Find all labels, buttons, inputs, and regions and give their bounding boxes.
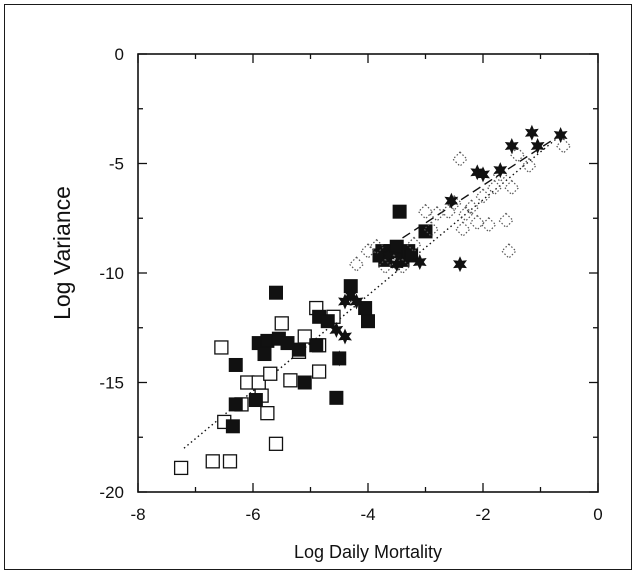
x-tick-label: -2 [475,505,490,524]
axes: -8 -6 -4 -2 00-5-10-15-20 [99,45,602,524]
dotted-diamond-point [457,206,474,222]
dotted-fit-line [183,132,564,449]
open-square-point [311,364,327,379]
star-point [444,192,459,209]
star-point [504,138,519,154]
star-point [493,162,508,179]
open-square-point [283,373,298,388]
dotted-diamond-point [463,199,480,216]
dotted-diamond-point [417,203,434,220]
dotted-diamond-point [503,179,520,196]
filled-square-point [372,248,387,263]
open-square-point [263,366,278,381]
star-point [381,247,396,264]
open-square-point [173,460,189,476]
plot-area [137,53,599,493]
dotted-diamond-point [475,188,491,205]
open-square-point [222,454,238,469]
filled-square-point [329,390,344,405]
dotted-diamond-point [368,238,385,255]
y-tick-label: 0 [115,45,124,64]
dotted-diamond-point [501,243,517,259]
x-axis-title: Log Daily Mortality [294,542,442,562]
star-point [332,350,347,367]
dotted-diamond-point [455,221,471,238]
filled-square-point [225,419,240,434]
open-square-point [205,454,220,469]
open-square-point [268,436,284,451]
star-point [553,127,568,143]
dotted-diamond-point [469,214,486,231]
filled-square-point [269,285,283,300]
open-square-point [260,406,275,421]
x-tick-label: -8 [130,505,145,524]
y-tick-label: -15 [99,374,124,393]
star-point [338,293,352,310]
filled-square-point [297,375,312,390]
x-tick-label: 0 [593,505,602,524]
dotted-diamond-point [440,203,457,220]
dotted-diamond-point [348,256,365,273]
axis-labels: Log Daily Mortality Log Variance [49,186,442,562]
figure-frame [4,4,632,570]
y-tick-label: -5 [109,155,124,174]
open-square-point [214,340,229,355]
star-point [524,124,539,141]
filled-square-point [320,314,335,329]
star-point [338,328,352,345]
filled-square-point [228,397,243,412]
dotted-diamond-point [521,157,537,174]
dotted-diamond-point [480,216,497,233]
dotted-diamond-point [429,206,445,222]
x-tick-label: -4 [360,505,375,524]
dotted-diamond-point [509,146,526,163]
y-tick-label: -10 [99,264,124,283]
dotted-diamond-point [486,179,503,196]
y-tick-label: -20 [99,483,124,502]
star-point [329,321,344,338]
filled-square-point [309,338,324,353]
filled-square-point [257,347,272,362]
filled-square-point [392,204,407,219]
filled-square-point [292,342,306,357]
x-tick-label: -6 [245,505,260,524]
dotted-diamond-point [377,258,394,275]
filled-square-point [418,224,433,239]
y-axis-title: Log Variance [49,186,75,320]
dotted-diamond-point [555,138,572,154]
dotted-diamond-point [452,151,468,167]
dotted-diamond-point [360,243,376,259]
data-marks [173,124,572,476]
filled-square-point [248,393,263,408]
dotted-diamond-point [423,221,440,238]
star-point [389,256,404,273]
star-point [453,256,467,273]
star-point [412,254,427,270]
star-point [530,138,545,154]
star-point [476,166,490,183]
star-point [343,286,358,303]
plot-border [137,53,599,493]
open-square-point [274,316,289,331]
dotted-diamond-point [406,236,422,253]
dotted-diamond-point [498,212,514,229]
filled-square-point [361,314,375,329]
filled-square-point [228,357,243,372]
